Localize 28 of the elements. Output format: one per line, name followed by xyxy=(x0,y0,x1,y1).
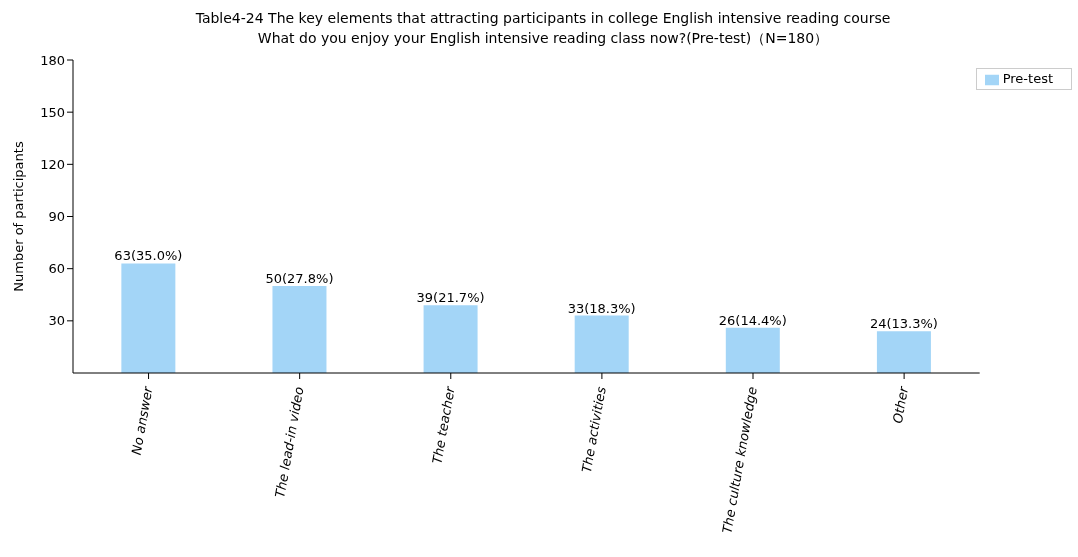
data-label: 63(35.0%) xyxy=(114,248,183,264)
legend-label: Pre-test xyxy=(1002,71,1053,86)
data-label: 39(21.7%) xyxy=(416,290,485,306)
y-tick-label: 30 xyxy=(48,313,65,329)
x-tick-label: No answer xyxy=(128,383,156,456)
data-label: 26(14.4%) xyxy=(718,312,787,328)
y-tick-label: 60 xyxy=(48,261,65,277)
chart-subtitle: What do you enjoy your English intensive reading class now?(Pre-test)（N=180） xyxy=(256,29,830,48)
bar xyxy=(121,263,176,373)
x-tick-label: The teacher xyxy=(429,383,458,466)
bar xyxy=(423,305,478,373)
bar xyxy=(876,331,931,373)
x-tick-label: The culture knowledge xyxy=(719,385,760,535)
data-label: 50(27.8%) xyxy=(265,271,334,287)
bar xyxy=(272,286,327,373)
bar xyxy=(574,315,629,373)
data-label: 33(18.3%) xyxy=(567,300,636,316)
y-tick-label: 150 xyxy=(40,104,65,120)
x-tick-label: The activities xyxy=(578,385,609,474)
y-tick-label: 120 xyxy=(40,156,65,172)
y-axis-title: Number of participants xyxy=(10,141,26,292)
data-label: 24(13.3%) xyxy=(869,316,938,332)
bar xyxy=(725,327,780,373)
y-tick-label: 90 xyxy=(48,209,65,225)
chart-title: Table4-24 The key elements that attracting participants in college English intensive reading course xyxy=(194,9,892,28)
y-tick-label: 180 xyxy=(40,52,65,68)
x-tick-label: Other xyxy=(889,383,912,425)
x-tick-label: The lead-in video xyxy=(272,385,307,499)
